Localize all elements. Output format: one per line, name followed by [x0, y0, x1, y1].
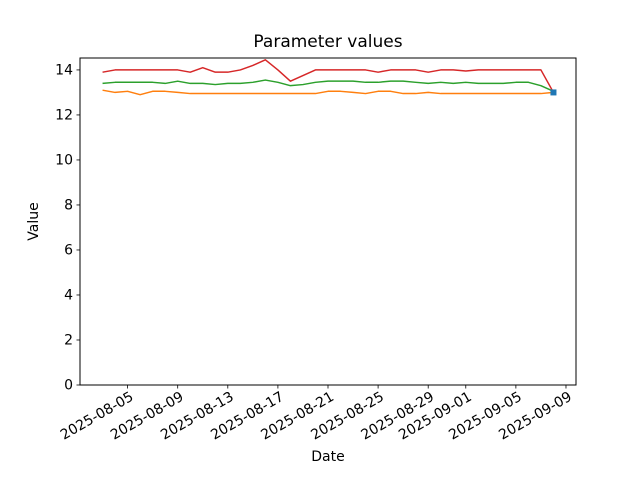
- plot-area: 2025-08-052025-08-092025-08-132025-08-17…: [55, 57, 577, 443]
- y-tick-label: 0: [64, 377, 73, 393]
- y-tick-label: 12: [55, 107, 73, 123]
- series-orange-line: [102, 89, 554, 96]
- axes-spines: [79, 57, 577, 386]
- y-tick-label: 2: [64, 332, 73, 348]
- y-tick-label: 14: [55, 62, 73, 78]
- y-tick-label: 10: [55, 152, 73, 168]
- x-axis-label: Date: [311, 449, 344, 465]
- y-tick-label: 8: [64, 197, 73, 213]
- chart-title: Parameter values: [253, 32, 402, 52]
- series-green-line: [102, 79, 554, 92]
- series-blue-point-marker: [550, 89, 557, 96]
- y-tick-label: 4: [64, 287, 73, 303]
- y-tick-label: 6: [64, 242, 73, 258]
- y-axis-label: Value: [26, 202, 42, 240]
- series-red-line: [102, 59, 555, 93]
